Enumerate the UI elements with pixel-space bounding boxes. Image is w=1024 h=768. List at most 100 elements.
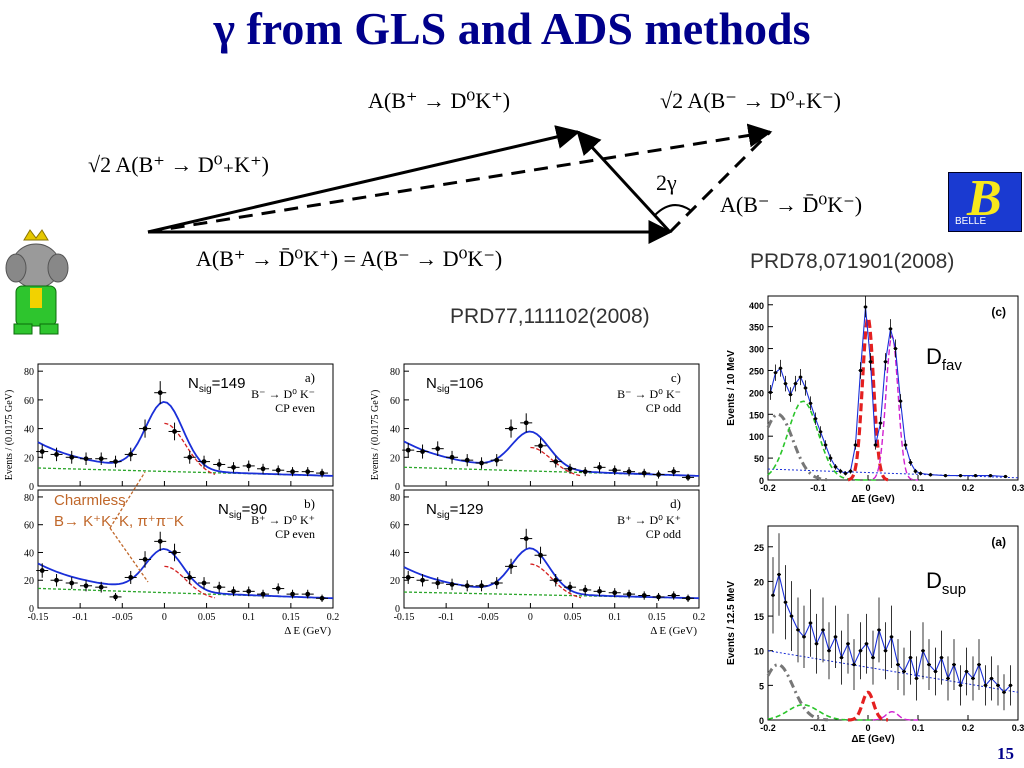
charmless-modes-label: B→ K⁺K⁻K, π⁺π⁻K [54, 513, 184, 530]
y-tick-label: 25 [754, 543, 764, 553]
data-point [971, 676, 975, 681]
data-point [939, 656, 944, 660]
data-point [771, 593, 775, 597]
x-axis-label: ΔE (GeV) [851, 494, 894, 505]
y-axis-label: Events / (0.0175 GeV) [370, 390, 381, 481]
data-point [808, 621, 813, 625]
data-point [983, 683, 988, 687]
total-fit-curve [37, 547, 334, 600]
x-axis-label: Δ E (GeV) [650, 625, 697, 637]
data-point [852, 662, 856, 667]
x-tick-label: -0.15 [28, 612, 49, 623]
data-point [508, 426, 514, 431]
plot-frame [37, 363, 334, 487]
data-point [567, 584, 573, 590]
data-point [902, 669, 906, 674]
data-point [172, 550, 177, 555]
data-point [996, 683, 1000, 687]
x-tick-label: -0.1 [438, 612, 454, 623]
data-point [868, 360, 873, 364]
data-point [523, 420, 529, 426]
y-tick-label: 20 [390, 453, 400, 464]
data-point [420, 577, 425, 583]
data-point [928, 473, 933, 477]
data-point [157, 538, 163, 544]
label-bottom: A(B⁺ → D̄⁰K⁺) = A(B⁻ → D⁰K⁻) [196, 246, 503, 271]
ads-panel-c: 0 50 100 150 200 250 300 350 400 -0.2 -0.1 0 0.1 0.2 0… [726, 295, 1024, 505]
data-point [260, 466, 266, 472]
page-title: γ from GLS and ADS methods [213, 3, 811, 54]
data-point [838, 469, 843, 473]
panel-tag: c) [671, 370, 681, 385]
charmless-arrow-top [109, 471, 146, 529]
x-axis-label: ΔE (GeV) [851, 734, 894, 745]
y-tick-label: 300 [749, 345, 764, 355]
data-point [231, 588, 236, 594]
data-point [858, 368, 863, 373]
panel-tag: b) [304, 496, 315, 511]
y-tick-label: 5 [759, 681, 764, 691]
data-point [656, 472, 661, 477]
data-point [789, 614, 794, 618]
data-point [958, 474, 963, 478]
y-tick-label: 60 [24, 396, 34, 407]
vector-b-plus-dplus [147, 123, 773, 234]
signal-curve [847, 690, 889, 722]
data-point [821, 628, 825, 632]
panel-cp: CP even [275, 401, 315, 415]
y-tick-label: 80 [24, 493, 34, 504]
y-tick-label: 150 [749, 410, 764, 420]
y-tick-label: 400 [749, 301, 764, 311]
x-tick-label: 0.05 [564, 612, 582, 623]
data-point [896, 662, 900, 667]
data-point [1003, 474, 1008, 479]
data-point [878, 421, 883, 425]
label-right: A(B⁻ → D̄⁰K⁻) [720, 192, 863, 217]
data-point [943, 474, 948, 478]
data-point [231, 464, 236, 470]
data-point [508, 563, 514, 569]
data-point [1002, 690, 1006, 694]
data-point [464, 583, 470, 589]
plot-frame [403, 363, 700, 487]
data-point [142, 426, 148, 431]
y-tick-label: 0 [395, 604, 400, 615]
data-point [808, 401, 813, 405]
gls-panel-a: 0 20 40 60 80 a) B⁻ → D⁰ K⁻CP even Nsig=149 Even… [4, 363, 334, 493]
data-point [567, 466, 573, 472]
data-point [275, 467, 281, 473]
data-point [626, 469, 632, 475]
data-point [290, 469, 295, 475]
y-tick-label: 80 [390, 493, 400, 504]
y-tick-label: 40 [390, 425, 400, 436]
gls-panel-c: 0 20 40 60 80 c) B⁻ → D⁰ K⁻CP odd Nsig=106 Event… [370, 363, 700, 493]
data-point [952, 662, 956, 667]
x-tick-label: 0 [162, 612, 167, 623]
x-tick-label: -0.2 [760, 723, 776, 733]
label-angle: 2γ [656, 170, 677, 195]
y-tick-label: 0 [395, 482, 400, 493]
y-tick-label: 80 [390, 367, 400, 378]
panel-tag: (a) [991, 535, 1006, 549]
data-point [538, 443, 543, 449]
data-point [858, 649, 863, 653]
data-point [494, 580, 500, 586]
elephant-mascot-image [5, 229, 69, 335]
x-tick-label: -0.05 [478, 612, 499, 623]
data-point [290, 591, 295, 597]
y-tick-label: 100 [749, 432, 764, 442]
x-tick-label: -0.15 [394, 612, 415, 623]
data-point [802, 635, 806, 639]
x-tick-label: 0.2 [962, 483, 975, 493]
data-point [893, 346, 898, 351]
data-point [871, 656, 875, 660]
data-point [597, 588, 602, 594]
data-point [39, 568, 45, 573]
panel-nsig: Nsig=129 [426, 501, 483, 521]
logo-letter: B [967, 170, 1002, 227]
y-tick-label: 250 [749, 366, 764, 376]
data-point [187, 454, 193, 460]
y-tick-label: 20 [754, 577, 764, 587]
data-point [479, 460, 484, 466]
logo-text: BELLE [955, 216, 987, 227]
